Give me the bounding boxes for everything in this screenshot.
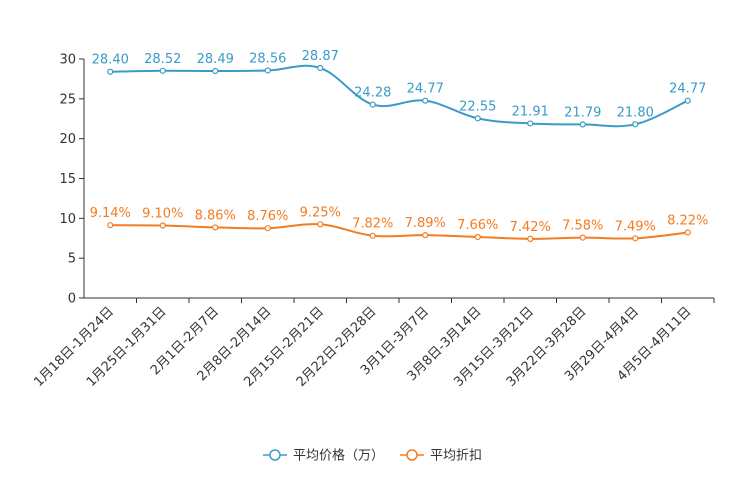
data-label: 28.49	[197, 52, 234, 67]
data-label: 7.89%	[405, 216, 446, 231]
y-tick-label: 15	[59, 172, 76, 187]
y-tick-label: 30	[59, 53, 76, 68]
y-tick-label: 5	[68, 252, 76, 267]
y-tick-label: 25	[59, 92, 76, 107]
data-point	[632, 121, 639, 128]
data-label: 9.10%	[142, 207, 183, 222]
data-label: 7.66%	[457, 218, 498, 233]
series-1: 28.40 28.52 28.49 28.56 28.87 24.28 24.77 22.55…	[92, 49, 706, 128]
data-label: 28.52	[144, 52, 181, 67]
data-label: 21.91	[512, 104, 549, 119]
data-label: 7.82%	[352, 217, 393, 232]
legend-label: 平均折扣	[430, 449, 482, 464]
series-line	[110, 64, 689, 128]
y-tick-label: 0	[68, 292, 76, 307]
data-point	[684, 229, 691, 236]
data-point	[684, 97, 691, 104]
data-label: 21.80	[617, 105, 654, 120]
legend-item-2: 平均折扣	[400, 449, 482, 464]
data-point	[107, 222, 114, 229]
data-point	[632, 235, 639, 242]
legend-item-1: 平均价格（万）	[263, 448, 384, 464]
data-label: 9.25%	[300, 205, 341, 220]
data-label: 7.42%	[510, 220, 551, 235]
data-point	[264, 225, 271, 232]
series-2: 9.14% 9.10% 8.86% 8.76% 9.25% 7.82% 7.89% 7.66%…	[90, 205, 708, 242]
data-label: 22.55	[459, 99, 496, 114]
data-label: 24.77	[669, 82, 706, 97]
legend-marker-icon	[269, 449, 281, 461]
chart-legend: 平均价格（万） 平均折扣	[263, 448, 482, 464]
legend-marker-icon	[406, 449, 418, 461]
data-label: 8.22%	[667, 214, 708, 229]
data-point	[579, 234, 586, 241]
data-label: 7.49%	[615, 219, 656, 234]
data-point	[579, 121, 586, 128]
series-line	[110, 223, 688, 240]
data-label: 8.86%	[195, 208, 236, 223]
data-label: 24.28	[354, 86, 391, 101]
series-layer: 28.40 28.52 28.49 28.56 28.87 24.28 24.77 22.55…	[90, 49, 708, 242]
data-point	[159, 67, 166, 74]
data-label: 28.87	[302, 49, 339, 64]
data-point	[317, 64, 324, 72]
data-point	[422, 232, 429, 239]
data-point	[369, 232, 376, 239]
data-point	[474, 233, 481, 241]
data-point	[264, 67, 271, 74]
data-label: 21.79	[564, 105, 601, 120]
data-point	[107, 68, 114, 75]
data-point	[474, 115, 481, 122]
data-point	[212, 224, 219, 231]
data-label: 28.40	[92, 53, 129, 68]
data-point	[527, 235, 534, 242]
data-label: 8.76%	[247, 209, 288, 224]
data-label: 28.56	[249, 51, 286, 66]
data-label: 7.58%	[562, 219, 603, 234]
y-tick-label: 10	[59, 212, 76, 227]
data-point	[159, 222, 166, 229]
legend-label: 平均价格（万）	[293, 448, 384, 464]
data-label: 9.14%	[90, 206, 131, 221]
data-point	[369, 101, 376, 108]
data-point	[212, 67, 219, 75]
data-point	[317, 221, 324, 228]
data-label: 24.77	[407, 82, 444, 97]
data-point	[527, 120, 534, 127]
data-point	[422, 97, 429, 104]
y-tick-label: 20	[59, 132, 76, 147]
